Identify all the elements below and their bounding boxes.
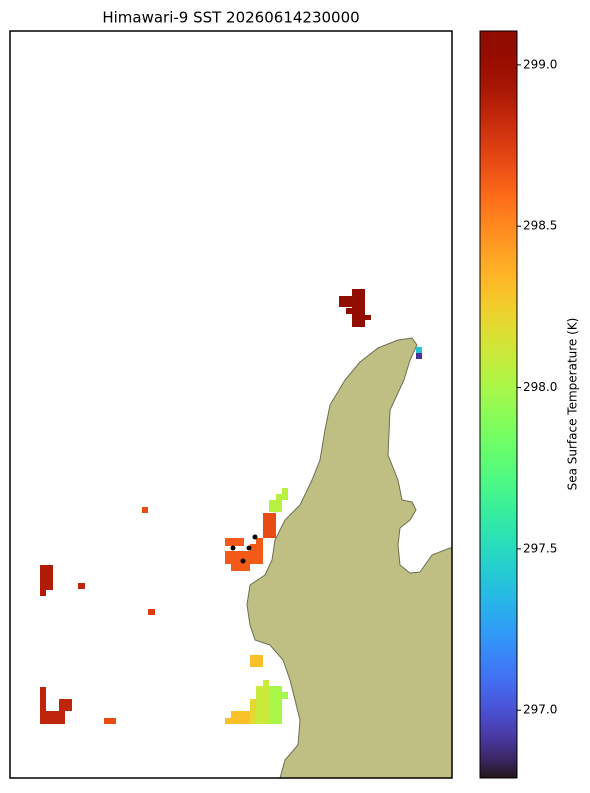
- sst-cell: [256, 686, 269, 724]
- station: [240, 558, 246, 564]
- sst-cell: [250, 655, 263, 667]
- sst-cell: [142, 507, 148, 513]
- sst-cell: [263, 680, 269, 686]
- sst-cell: [250, 544, 263, 551]
- colorbar-tick-label: 299.0: [523, 57, 557, 71]
- sst-cell: [40, 687, 46, 724]
- colorbar-tick-label: 298.0: [523, 380, 557, 394]
- sst-cell: [346, 308, 352, 314]
- colorbar-label: Sea Surface Temperature (K): [566, 318, 580, 491]
- sst-cell: [416, 353, 422, 359]
- station: [246, 545, 252, 551]
- title: Himawari-9 SST 20260614230000: [102, 9, 359, 27]
- sst-cell: [40, 565, 53, 590]
- sst-cell: [352, 289, 365, 327]
- sst-cell: [225, 718, 250, 724]
- sst-cell: [269, 686, 282, 724]
- sst-cell: [365, 315, 371, 320]
- colorbar-tick-label: 297.5: [523, 541, 557, 555]
- sst-cell: [263, 513, 276, 538]
- sst-cell: [46, 711, 65, 724]
- colorbar-tick-label: 298.5: [523, 219, 557, 233]
- sst-cell: [416, 347, 422, 353]
- sst-cell: [256, 538, 263, 544]
- sst-cell: [339, 296, 352, 307]
- sst-cell: [231, 711, 250, 718]
- sst-cell: [104, 718, 116, 724]
- sst-cell: [282, 692, 288, 699]
- sst-cell: [276, 494, 282, 500]
- sst-cell: [225, 538, 244, 546]
- sst-cell: [59, 699, 72, 711]
- stations: [230, 534, 258, 564]
- sst-cell: [231, 564, 250, 571]
- sst-cell: [78, 583, 85, 589]
- sst-cell: [225, 551, 263, 564]
- station: [230, 545, 236, 551]
- land: [246, 337, 453, 779]
- sst-cell: [148, 609, 155, 615]
- map-border: [9, 30, 453, 779]
- colorbar: [479, 30, 518, 779]
- station: [252, 534, 258, 540]
- sst-cell: [40, 590, 46, 596]
- colorbar-tick-label: 297.0: [523, 703, 557, 717]
- sst-cell: [282, 488, 288, 500]
- sst-cell: [269, 500, 282, 512]
